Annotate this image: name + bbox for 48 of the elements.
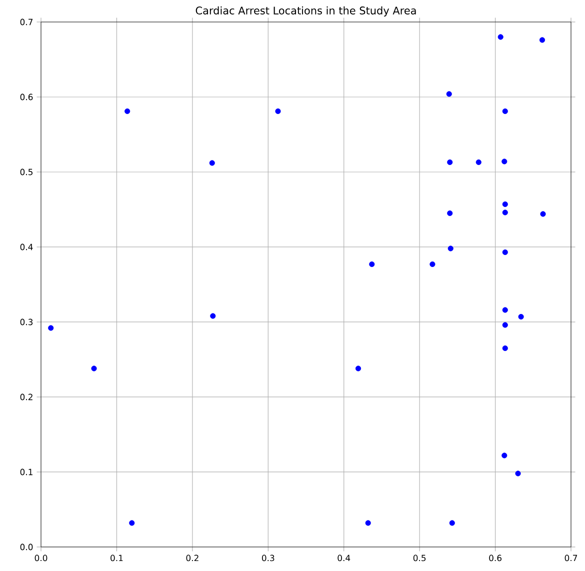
point — [518, 314, 524, 320]
point — [275, 108, 281, 114]
point — [540, 211, 546, 217]
point — [355, 366, 362, 372]
point — [210, 313, 216, 319]
point — [502, 249, 508, 256]
point — [539, 37, 546, 43]
y-tick-label: 0.2 — [20, 394, 32, 400]
point — [502, 108, 508, 114]
y-tick-label: 0.1 — [20, 468, 32, 476]
y-tick-label: 0.0 — [20, 544, 33, 550]
point — [502, 452, 508, 458]
x-tick-label: 0.7 — [564, 554, 578, 562]
point — [430, 261, 436, 268]
point — [498, 34, 504, 40]
point — [447, 159, 453, 166]
chart-title: Cardiac Arrest Locations in the Study Area — [196, 6, 416, 16]
x-tick-label: 0.2 — [186, 554, 198, 562]
point — [502, 201, 508, 208]
point — [209, 160, 215, 166]
point — [447, 210, 453, 216]
point — [502, 322, 508, 328]
point — [369, 261, 375, 268]
x-tick-label: 0.5 — [413, 554, 426, 562]
y-tick-label: 0.3 — [20, 318, 33, 326]
point — [449, 520, 455, 526]
point — [91, 366, 97, 372]
x-tick-label: 0.0 — [34, 554, 48, 562]
y-tick-label: 0.5 — [20, 168, 32, 176]
point — [515, 470, 521, 476]
point — [48, 325, 54, 331]
x-tick-label: 0.1 — [110, 554, 123, 562]
point — [502, 307, 508, 313]
point — [502, 158, 508, 164]
x-tick-label: 0.3 — [262, 554, 274, 562]
point — [502, 210, 508, 216]
point — [124, 108, 130, 114]
x-tick-label: 0.4 — [338, 554, 350, 562]
y-tick-label: 0.7 — [20, 18, 33, 26]
y-tick-label: 0.6 — [20, 94, 33, 100]
point — [502, 345, 508, 352]
point — [476, 159, 482, 166]
x-tick-label: 0.6 — [489, 554, 502, 562]
point — [129, 520, 135, 526]
y-tick-label: 0.4 — [20, 244, 33, 250]
point — [448, 246, 454, 252]
point — [365, 520, 371, 526]
point — [446, 91, 452, 97]
